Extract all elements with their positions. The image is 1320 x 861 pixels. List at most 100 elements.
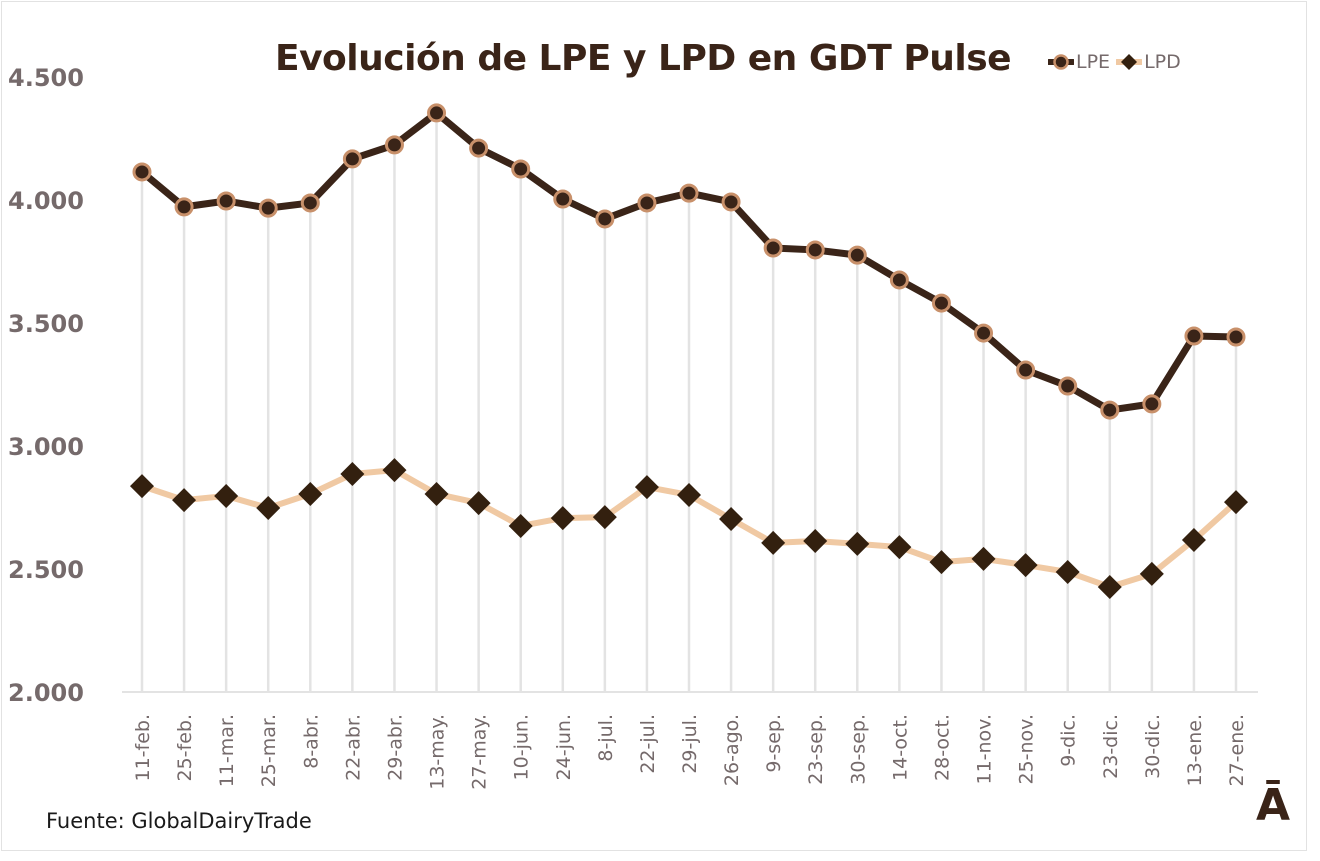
chart-frame bbox=[1, 1, 1307, 851]
data-point-lpe bbox=[679, 183, 699, 203]
data-point-lpd bbox=[592, 505, 617, 530]
data-point-lpe bbox=[1100, 400, 1120, 420]
x-tick-label: 29-jul. bbox=[679, 714, 701, 774]
x-tick-label: 30-sep. bbox=[847, 714, 869, 785]
data-point-lpe bbox=[427, 103, 447, 123]
data-point-lpd bbox=[466, 491, 491, 516]
data-point-lpe bbox=[763, 238, 783, 258]
x-tick-label: 25-feb. bbox=[174, 714, 196, 782]
y-tick-label: 3.500 bbox=[8, 310, 84, 338]
x-tick-label: 27-may. bbox=[469, 714, 491, 790]
x-tick-label: 26-ago. bbox=[721, 714, 743, 786]
x-tick-label: 23-sep. bbox=[805, 714, 827, 785]
x-tick-label: 13-ene. bbox=[1184, 714, 1206, 787]
data-point-lpd bbox=[929, 550, 954, 575]
x-tick-label: 11-feb. bbox=[132, 714, 154, 782]
legend-lpd-label: LPD bbox=[1144, 51, 1181, 73]
data-point-lpe bbox=[384, 135, 404, 155]
data-point-lpd bbox=[130, 474, 154, 499]
data-point-lpe bbox=[847, 245, 867, 265]
data-point-lpd bbox=[340, 462, 365, 487]
data-point-lpe bbox=[553, 189, 573, 209]
legend: LPE LPD bbox=[1048, 51, 1187, 73]
x-tick-label: 27-ene. bbox=[1226, 714, 1248, 787]
y-axis: 2.000 2.500 3.000 3.500 4.000 4.500 bbox=[8, 64, 84, 707]
data-point-lpd bbox=[1013, 553, 1038, 578]
data-point-lpe bbox=[1184, 326, 1204, 346]
legend-item-lpd: LPD bbox=[1116, 51, 1181, 73]
data-point-lpe bbox=[511, 159, 531, 179]
data-point-lpe bbox=[931, 293, 951, 313]
x-tick-label: 14-oct. bbox=[889, 714, 911, 781]
source-note: Fuente: GlobalDairyTrade bbox=[46, 809, 312, 833]
series-group bbox=[130, 103, 1248, 599]
x-tick-label: 30-dic. bbox=[1142, 714, 1164, 779]
data-point-lpd bbox=[1181, 527, 1206, 552]
x-tick-label: 28-oct. bbox=[931, 714, 953, 781]
x-tick-label: 9-sep. bbox=[763, 714, 785, 773]
data-point-lpe bbox=[637, 193, 657, 213]
data-point-lpd bbox=[761, 530, 786, 555]
x-tick-label: 25-mar. bbox=[258, 714, 280, 787]
x-tick-label: 11-nov. bbox=[974, 714, 996, 785]
data-point-lpe bbox=[469, 138, 489, 158]
data-point-lpe bbox=[1016, 360, 1036, 380]
data-point-lpd bbox=[1097, 574, 1122, 599]
data-point-lpe bbox=[1226, 327, 1246, 347]
data-point-lpd bbox=[298, 481, 323, 506]
x-tick-label: 22-abr. bbox=[342, 714, 364, 781]
data-point-lpd bbox=[634, 475, 659, 500]
data-point-lpd bbox=[1224, 490, 1248, 515]
x-tick-label: 24-jun. bbox=[553, 714, 575, 780]
legend-item-lpe: LPE bbox=[1048, 51, 1110, 73]
data-point-lpe bbox=[174, 197, 194, 217]
data-point-lpe bbox=[216, 191, 236, 211]
x-tick-label: 13-may. bbox=[427, 714, 449, 790]
data-point-lpd bbox=[508, 513, 533, 538]
x-tick-label: 8-abr. bbox=[300, 714, 322, 769]
legend-lpe-marker-icon bbox=[1048, 54, 1074, 70]
x-tick-label: 23-dic. bbox=[1100, 714, 1122, 779]
data-point-lpe bbox=[721, 192, 741, 212]
data-point-lpd bbox=[256, 495, 281, 520]
data-point-lpd bbox=[1139, 561, 1164, 586]
data-point-lpd bbox=[719, 507, 744, 532]
x-tick-label: 8-jul. bbox=[595, 714, 617, 762]
y-tick-label: 2.500 bbox=[8, 556, 84, 584]
data-point-lpd bbox=[172, 488, 197, 513]
legend-lpe-label: LPE bbox=[1076, 51, 1111, 73]
data-point-lpd bbox=[1055, 559, 1080, 584]
data-point-lpd bbox=[971, 546, 996, 571]
data-point-lpd bbox=[887, 535, 912, 560]
y-tick-label: 2.000 bbox=[8, 679, 84, 707]
x-tick-label: 22-jul. bbox=[637, 714, 659, 774]
data-point-lpe bbox=[1142, 394, 1162, 414]
data-point-lpe bbox=[342, 149, 362, 169]
x-tick-label: 9-dic. bbox=[1058, 714, 1080, 767]
x-tick-label: 11-mar. bbox=[216, 714, 238, 787]
y-tick-label: 4.000 bbox=[8, 187, 84, 215]
drop-lines bbox=[140, 112, 1238, 692]
data-point-lpe bbox=[889, 270, 909, 290]
data-point-lpd bbox=[382, 458, 407, 483]
data-point-lpe bbox=[300, 193, 320, 213]
data-point-lpd bbox=[424, 481, 449, 506]
data-point-lpe bbox=[258, 198, 278, 218]
data-point-lpd bbox=[677, 482, 701, 507]
data-point-lpe bbox=[132, 162, 152, 182]
x-tick-label: 29-abr. bbox=[384, 714, 406, 781]
data-point-lpd bbox=[803, 528, 828, 553]
data-point-lpe bbox=[1058, 376, 1078, 396]
data-point-lpd bbox=[550, 506, 575, 531]
x-axis: 11-feb. 25-feb. 11-mar. 25-mar. 8-abr. 22-abr… bbox=[132, 714, 1248, 790]
y-tick-label: 3.000 bbox=[8, 433, 84, 461]
brand-logo: Ā bbox=[1256, 780, 1291, 831]
chart-title: Evolución de LPE y LPD en GDT Pulse bbox=[275, 38, 1012, 79]
data-point-lpd bbox=[845, 531, 870, 556]
data-point-lpd bbox=[214, 483, 239, 508]
y-tick-label: 4.500 bbox=[8, 64, 84, 92]
legend-lpd-marker-icon bbox=[1116, 54, 1143, 70]
x-tick-label: 10-jun. bbox=[511, 714, 533, 780]
data-point-lpe bbox=[805, 240, 825, 260]
